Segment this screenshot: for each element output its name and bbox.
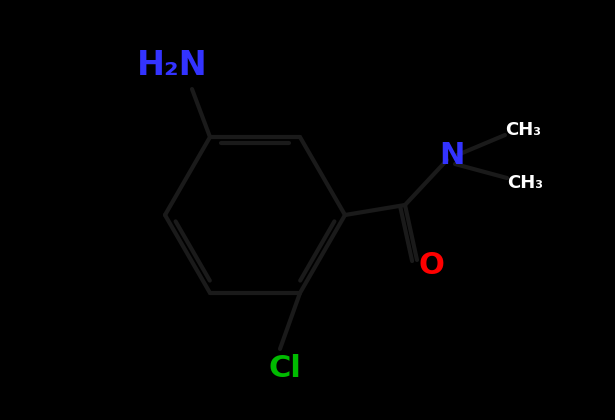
Text: H₂N: H₂N bbox=[137, 49, 207, 81]
Text: CH₃: CH₃ bbox=[507, 174, 543, 192]
Text: CH₃: CH₃ bbox=[505, 121, 541, 139]
Text: O: O bbox=[418, 250, 444, 279]
Text: Cl: Cl bbox=[269, 354, 301, 383]
Text: N: N bbox=[439, 141, 465, 170]
